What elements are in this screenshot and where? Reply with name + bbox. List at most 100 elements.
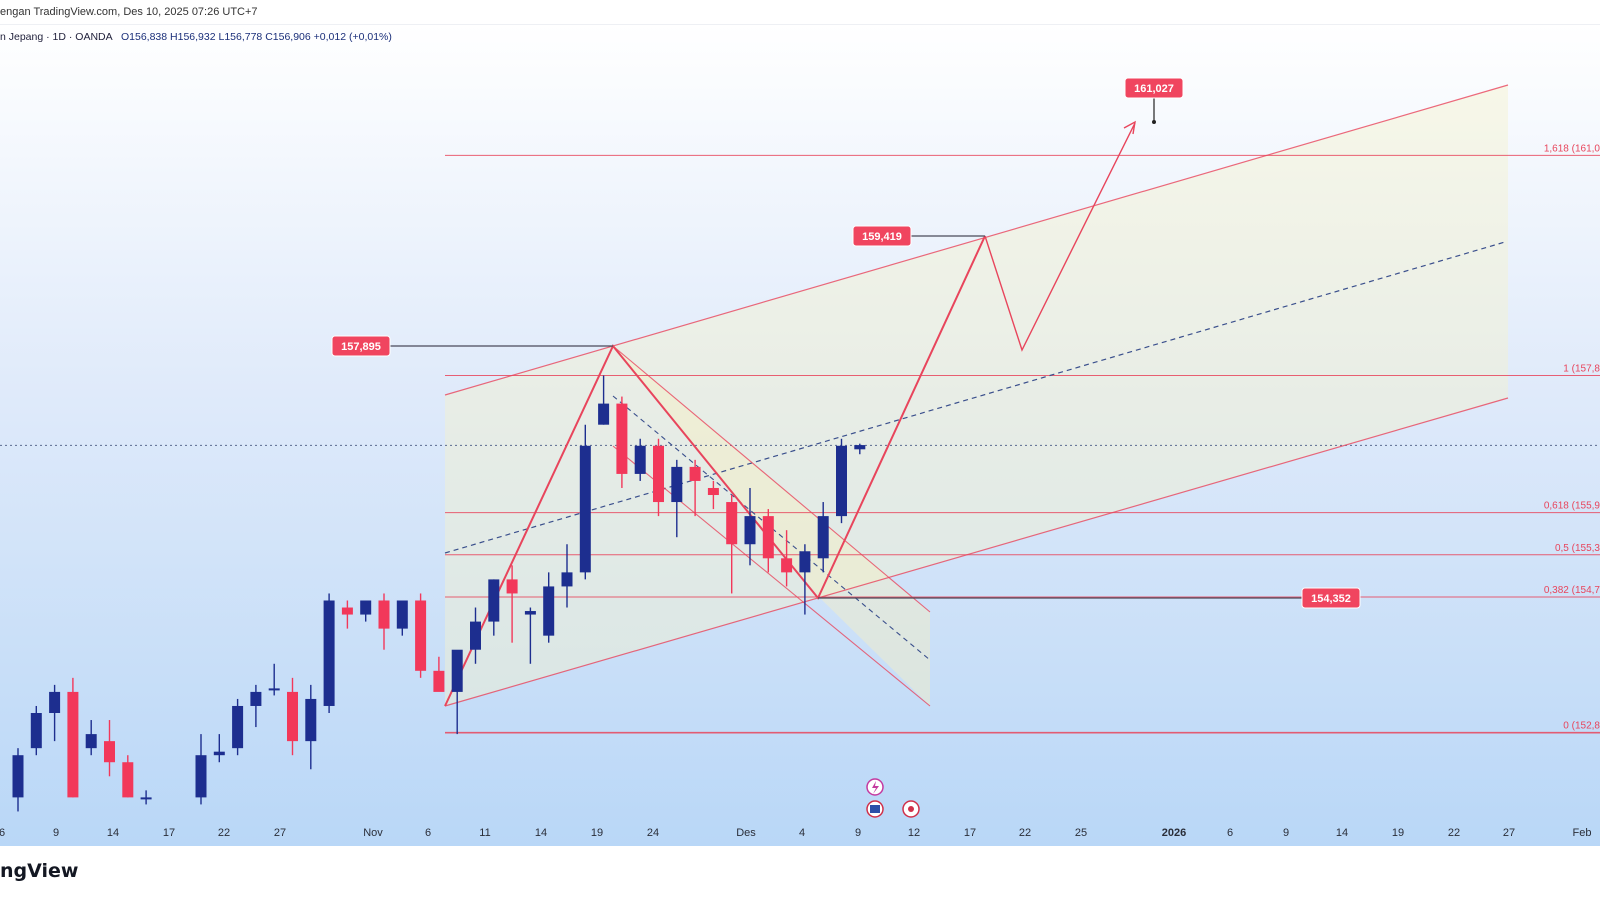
candle-up[interactable]	[836, 445, 847, 517]
x-axis-tick-label: 22	[1019, 827, 1031, 839]
x-axis-tick-label: 11	[479, 827, 490, 839]
candle-up[interactable]	[30, 713, 42, 749]
fib-level-label: 1,618 (161,0	[1544, 143, 1600, 154]
candle-down[interactable]	[506, 579, 518, 594]
x-axis-tick-label: 9	[855, 827, 861, 839]
candle-down[interactable]	[122, 762, 134, 798]
x-axis-tick-label: 22	[218, 827, 230, 839]
candle-up[interactable]	[49, 691, 61, 714]
candle-up[interactable]	[195, 755, 207, 798]
x-axis-tick-label: 9	[53, 827, 59, 839]
price-label-box[interactable]	[1124, 77, 1184, 99]
x-axis-tick-label: 9	[1283, 827, 1289, 839]
desc-channel-lower	[612, 445, 931, 707]
desc-channel-upper	[612, 345, 931, 613]
candle-down[interactable]	[378, 600, 390, 629]
candle-up[interactable]	[744, 516, 756, 545]
candle-down[interactable]	[433, 670, 445, 692]
candle-up[interactable]	[268, 688, 280, 691]
x-axis-tick-label: 25	[1075, 827, 1087, 839]
candle-up[interactable]	[85, 734, 97, 749]
candle-down[interactable]	[762, 516, 774, 559]
candle-up[interactable]	[598, 403, 610, 425]
x-axis-tick-label: 19	[591, 827, 603, 839]
projection-path	[984, 122, 1136, 352]
x-axis-tick-label: 12	[908, 827, 920, 839]
ohlc-values: O156,838 H156,932 L156,778 C156,906 +0,0…	[120, 31, 392, 43]
candle-down[interactable]	[104, 741, 115, 763]
channel-upper-line	[444, 84, 1509, 396]
candle-up[interactable]	[470, 621, 481, 650]
x-axis-tick-label: 17	[163, 827, 175, 839]
price-label-text: 154,352	[1311, 593, 1351, 605]
fib-level-label: 0,382 (154,7	[1544, 585, 1600, 596]
candle-up[interactable]	[213, 751, 225, 756]
publish-info: engan TradingView.com, Des 10, 2025 07:2…	[0, 0, 1600, 25]
x-axis-tick-label: 24	[647, 827, 659, 839]
projection-arrow-head	[1123, 120, 1136, 135]
desc-channel-median	[612, 395, 931, 661]
tradingview-logo: ngView	[0, 860, 79, 882]
candle-down[interactable]	[653, 445, 664, 503]
candle-up[interactable]	[323, 600, 335, 706]
sun-flag-icon	[908, 806, 914, 812]
candle-up[interactable]	[250, 691, 262, 706]
candle-down[interactable]	[726, 502, 738, 545]
price-label-box[interactable]	[331, 335, 391, 357]
candle-down[interactable]	[287, 691, 298, 742]
candle-down[interactable]	[707, 487, 719, 496]
price-label-box[interactable]	[1301, 587, 1361, 609]
x-axis-tick-label: 2026	[1162, 827, 1186, 839]
x-axis-tick-label: 6	[0, 827, 5, 839]
symbol-legend: n Jepang · 1D · OANDA O156,838 H156,932 …	[0, 28, 392, 46]
candle-down[interactable]	[67, 691, 79, 798]
x-axis-tick-label: Feb	[1573, 827, 1592, 839]
fib-level-label: 1 (157,8	[1563, 363, 1600, 374]
candle-up[interactable]	[140, 797, 152, 800]
zigzag-path	[444, 235, 986, 707]
fib-level-label: 0,5 (155,3	[1555, 543, 1600, 554]
price-label-text: 161,027	[1134, 83, 1174, 95]
candle-up[interactable]	[451, 649, 463, 692]
candle-up[interactable]	[561, 572, 573, 587]
candle-up[interactable]	[305, 698, 317, 742]
candle-up[interactable]	[232, 705, 244, 749]
candle-down[interactable]	[341, 607, 353, 615]
candle-up[interactable]	[634, 445, 646, 474]
candle-up[interactable]	[799, 551, 811, 573]
x-axis-tick-label: 6	[1227, 827, 1233, 839]
price-label-text: 159,419	[862, 231, 902, 243]
candle-up[interactable]	[817, 516, 829, 559]
candle-down[interactable]	[781, 558, 793, 573]
candle-up[interactable]	[671, 466, 683, 503]
candle-up[interactable]	[524, 611, 536, 615]
x-axis-tick-label: 14	[1336, 827, 1348, 839]
price-label-anchor-dot	[1152, 120, 1156, 124]
price-label-text: 157,895	[341, 341, 381, 353]
candle-up[interactable]	[854, 445, 866, 450]
flag-icon	[870, 805, 880, 813]
channel-median-line	[444, 241, 1506, 554]
lightning-icon	[872, 781, 879, 794]
candle-down[interactable]	[616, 403, 628, 474]
x-axis-tick-label: 22	[1448, 827, 1460, 839]
candle-up[interactable]	[543, 586, 555, 636]
x-axis-tick-label: 4	[799, 827, 805, 839]
candle-up[interactable]	[12, 755, 24, 798]
x-axis-tick-label: Nov	[363, 827, 383, 839]
candle-up[interactable]	[579, 445, 591, 573]
chart-background	[0, 24, 1600, 846]
candle-up[interactable]	[360, 600, 372, 615]
candle-down[interactable]	[415, 600, 427, 671]
candle-up[interactable]	[396, 600, 408, 629]
chart-canvas[interactable]: 1,618 (161,0 1 (157,8 0,618 (155,9 0,5 (155…	[0, 0, 1600, 846]
x-axis-tick-label: 19	[1392, 827, 1404, 839]
x-axis-tick-label: 17	[964, 827, 976, 839]
fib-level-label: 0,618 (155,9	[1544, 501, 1600, 512]
x-axis-tick-label: 14	[107, 827, 119, 839]
x-axis-tick-label: 27	[274, 827, 286, 839]
price-label-box[interactable]	[852, 225, 912, 247]
channel-lower-line	[444, 397, 1509, 707]
candle-down[interactable]	[689, 466, 701, 481]
candle-up[interactable]	[488, 579, 500, 622]
